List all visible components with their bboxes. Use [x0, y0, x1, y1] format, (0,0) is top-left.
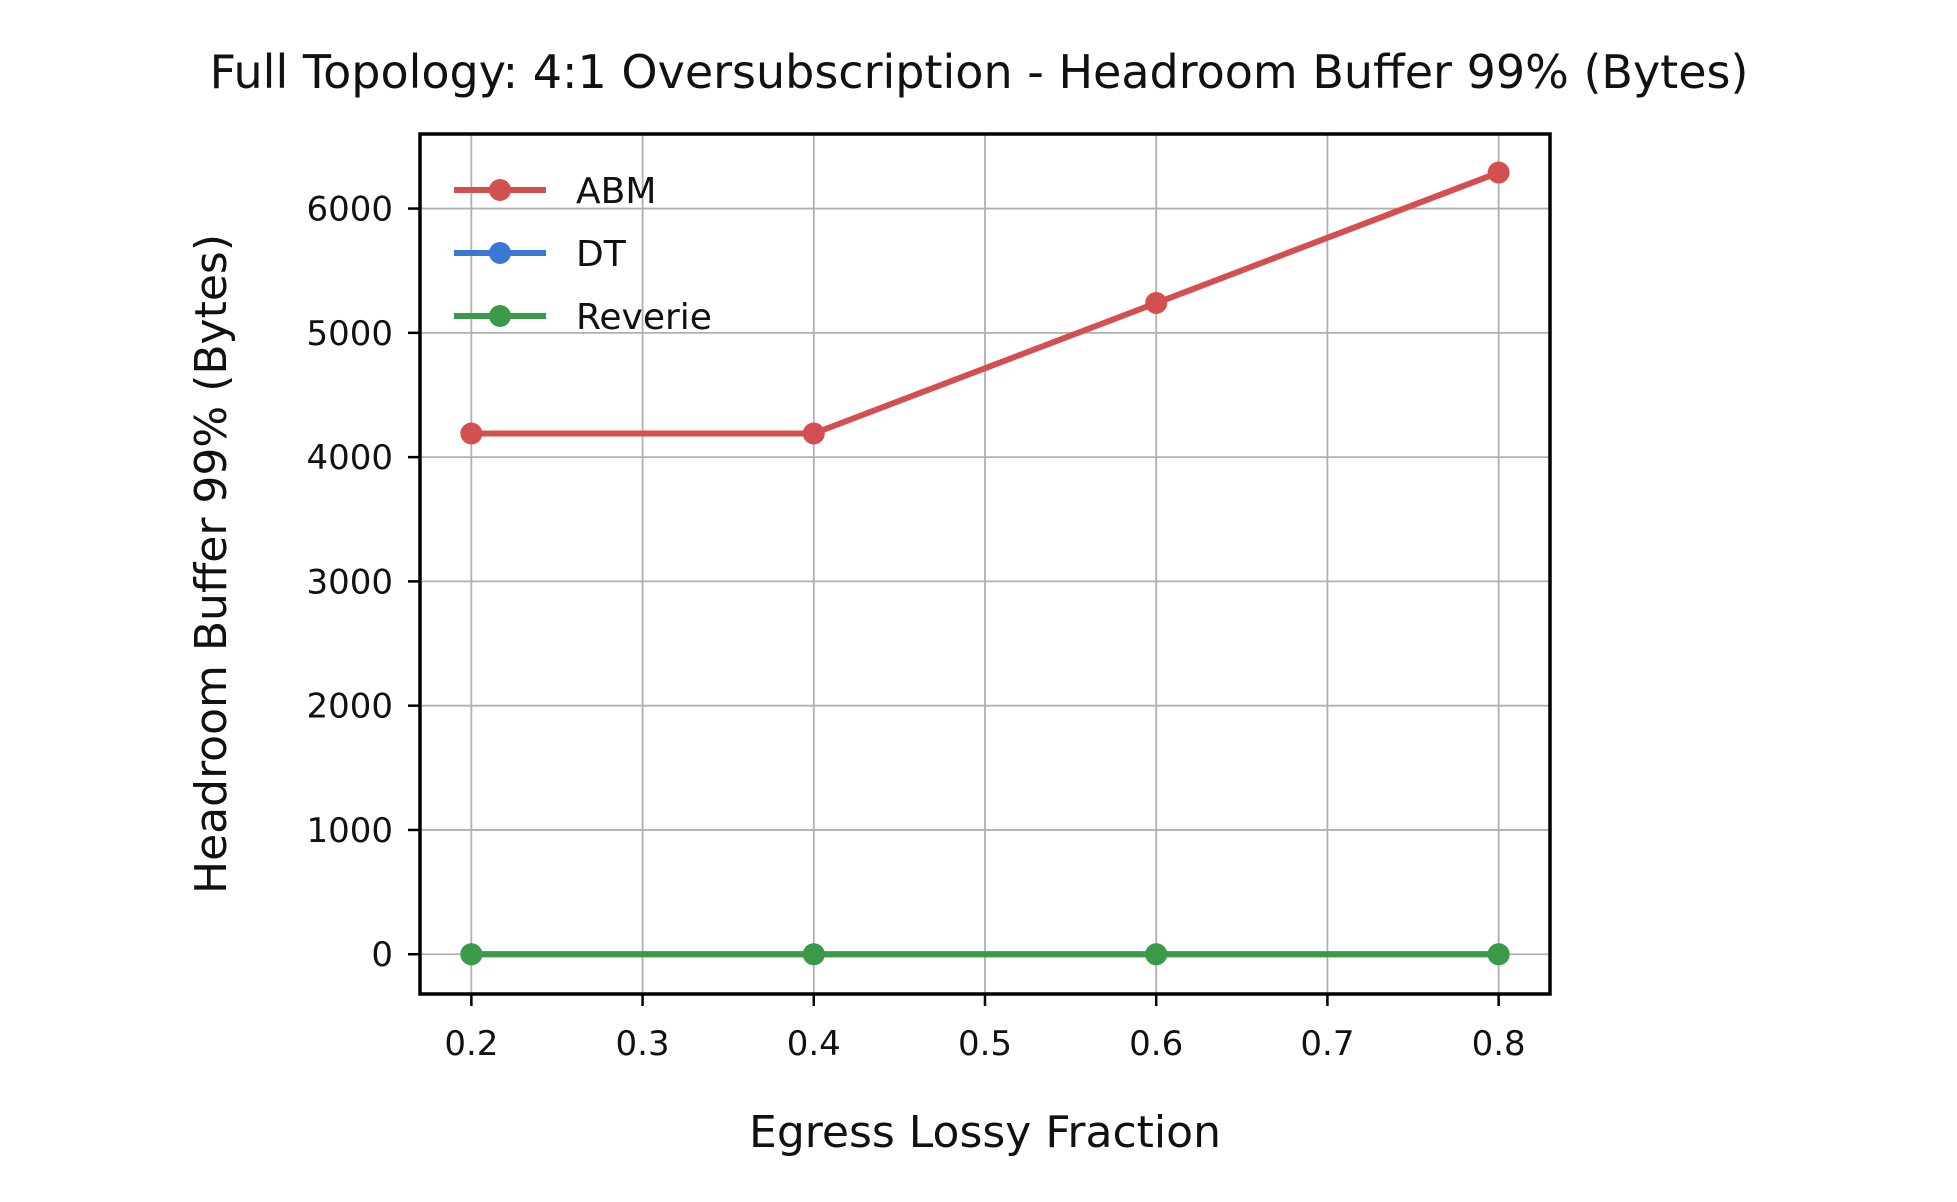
data-point-abm	[1487, 161, 1510, 184]
series-reverie	[460, 943, 1510, 966]
x-tick-label: 0.4	[787, 1024, 841, 1064]
data-point-reverie	[802, 943, 825, 966]
x-axis-label: Egress Lossy Fraction	[749, 1107, 1221, 1158]
y-axis-ticks: 0 1000 2000 3000 4000 5000 6000	[306, 190, 420, 975]
legend-item-abm: ABM	[454, 171, 656, 212]
legend-label-dt: DT	[576, 234, 627, 275]
data-point-reverie	[1145, 943, 1168, 966]
x-tick-label: 0.6	[1129, 1024, 1183, 1064]
series-abm	[460, 161, 1510, 445]
series-layer	[460, 161, 1510, 966]
legend-marker-abm	[489, 179, 511, 201]
chart-title: Full Topology: 4:1 Oversubscription - He…	[210, 45, 1749, 99]
legend-label-abm: ABM	[576, 171, 656, 212]
x-tick-label: 0.2	[444, 1024, 498, 1064]
series-line-abm	[468, 169, 1502, 437]
legend-item-dt: DT	[454, 234, 627, 275]
y-tick-label: 5000	[306, 314, 393, 354]
y-tick-label: 0	[371, 935, 393, 975]
x-axis-ticks: 0.2 0.3 0.4 0.5 0.6 0.7 0.8	[444, 994, 1526, 1064]
x-tick-label: 0.3	[616, 1024, 670, 1064]
data-point-reverie	[460, 943, 483, 966]
data-point-abm	[802, 422, 825, 445]
legend-marker-reverie	[489, 305, 511, 327]
legend-label-reverie: Reverie	[576, 297, 712, 338]
x-tick-label: 0.7	[1300, 1024, 1354, 1064]
y-tick-label: 1000	[306, 811, 393, 851]
legend: ABM DT Reverie	[454, 171, 712, 338]
legend-item-reverie: Reverie	[454, 297, 712, 338]
legend-marker-dt	[489, 242, 511, 264]
data-point-abm	[460, 422, 483, 445]
grid	[420, 134, 1550, 994]
y-tick-label: 2000	[306, 687, 393, 727]
x-tick-label: 0.5	[958, 1024, 1012, 1064]
y-tick-label: 4000	[306, 438, 393, 478]
y-tick-label: 6000	[306, 190, 393, 230]
x-tick-label: 0.8	[1472, 1024, 1526, 1064]
y-axis-label: Headroom Buffer 99% (Bytes)	[186, 234, 237, 894]
data-point-reverie	[1487, 943, 1510, 966]
data-point-abm	[1145, 292, 1168, 315]
y-tick-label: 3000	[306, 562, 393, 602]
